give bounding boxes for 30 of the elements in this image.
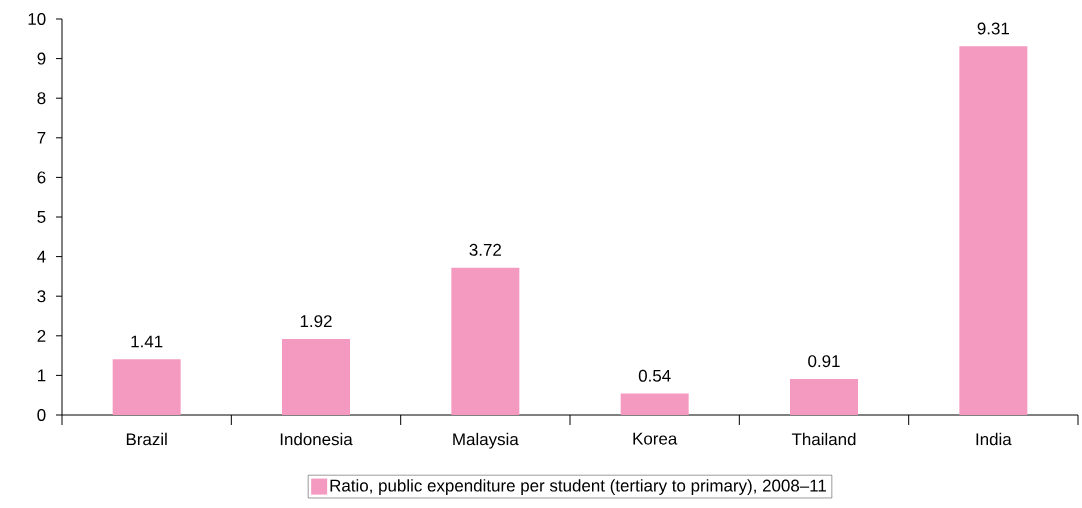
data-label: 9.31 (977, 22, 1009, 35)
x-tick-label: India (976, 432, 1012, 446)
y-tick-label: 1 (38, 369, 46, 382)
y-tick-label: 2 (37, 329, 46, 342)
y-tick-label: 10 (28, 13, 46, 25)
x-tick-label: Brazil (126, 432, 167, 446)
data-label: 1.41 (131, 335, 163, 348)
bar (112, 359, 181, 415)
y-tick-label: 7 (37, 131, 46, 144)
bar (620, 393, 689, 415)
data-label: 1.92 (300, 315, 332, 328)
x-tick-label: Indonesia (280, 432, 353, 446)
y-tick-label: 6 (37, 171, 46, 184)
y-tick-label: 9 (37, 52, 46, 65)
y-tick-label: 3 (37, 290, 46, 303)
bar (959, 46, 1028, 415)
data-label: 3.72 (469, 243, 501, 256)
data-label: 0.91 (808, 355, 840, 368)
x-tick-label: Thailand (791, 432, 856, 446)
bar (790, 378, 859, 415)
y-tick-label: 8 (37, 92, 46, 105)
x-tick-label: Korea (633, 432, 678, 445)
legend-label: Ratio, public expenditure per student (tertiary to primary), 2008–11 (330, 479, 826, 495)
y-tick-label: 0 (37, 409, 46, 421)
bar (282, 338, 350, 415)
y-tick-label: 4 (37, 250, 46, 263)
data-label: 0.54 (638, 369, 671, 382)
y-tick-label: 5 (37, 211, 46, 223)
bar (451, 267, 520, 415)
x-tick-label: Malaysia (453, 432, 519, 449)
